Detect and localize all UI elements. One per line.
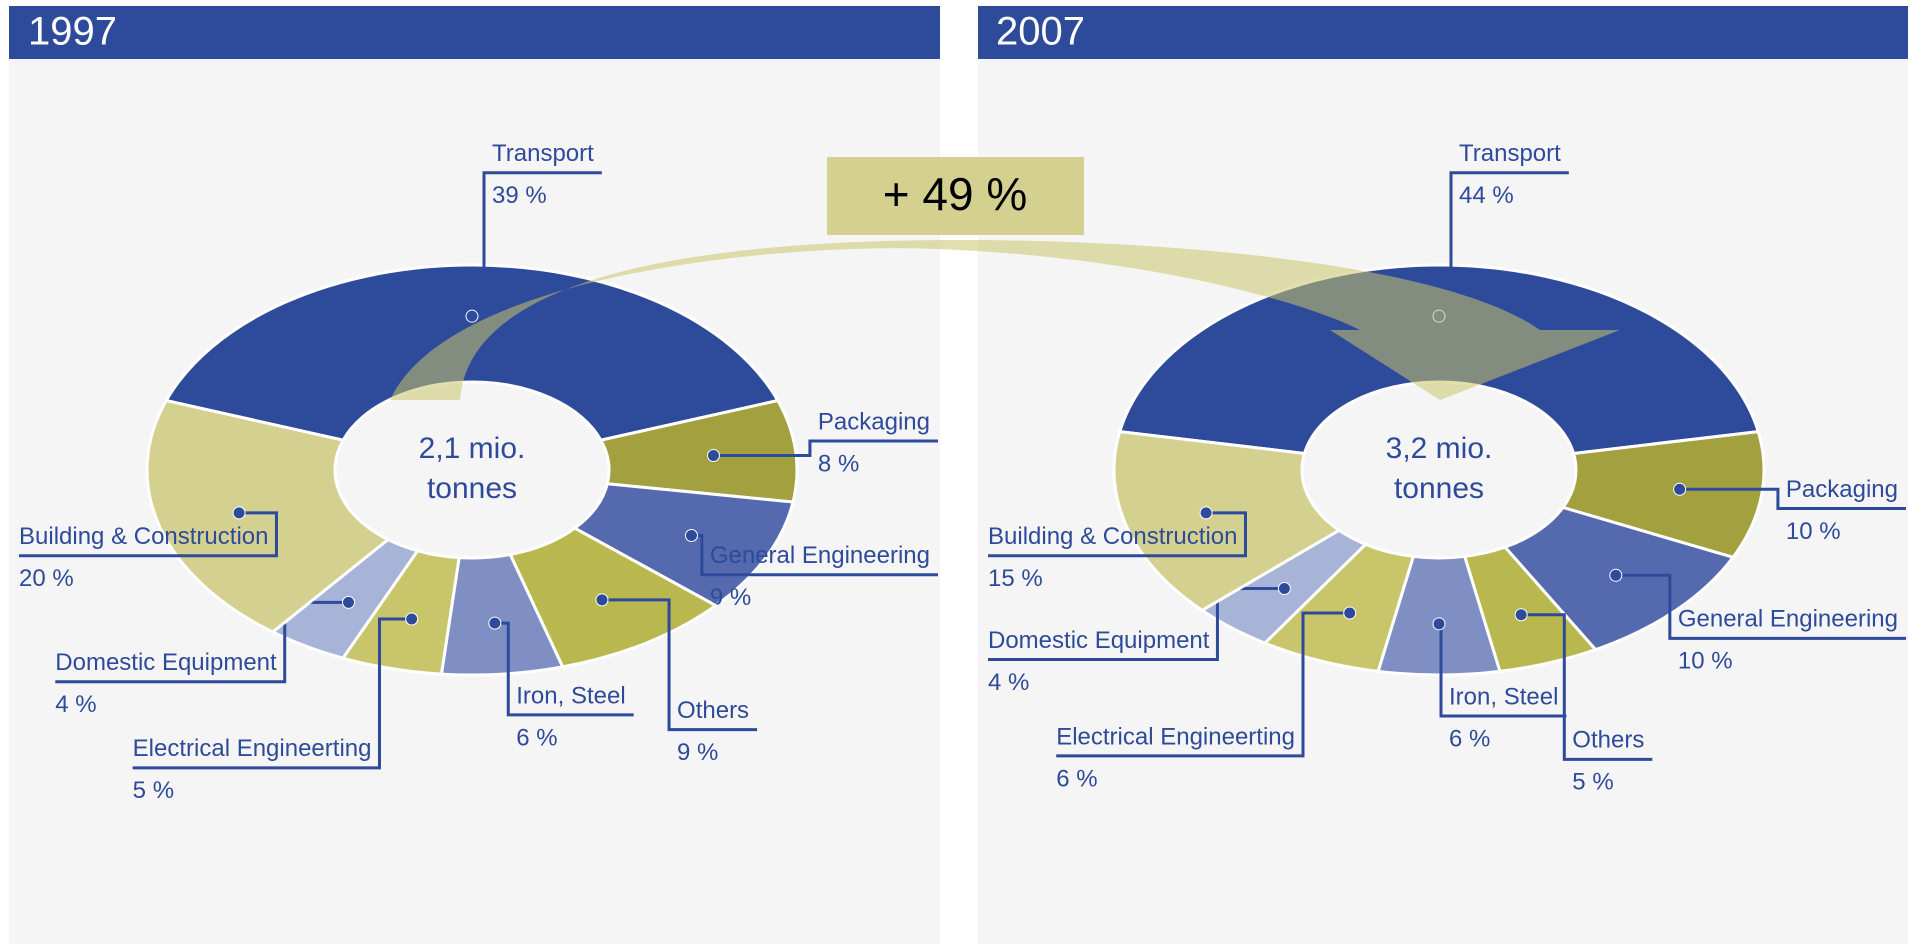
growth-arrow <box>390 240 1620 400</box>
value-label: 20 % <box>19 565 74 592</box>
category-label: General Engineering <box>1678 606 1898 633</box>
annotation: + 49 % <box>883 168 1028 220</box>
value-label: 39 % <box>492 182 547 209</box>
category-label: Iron, Steel <box>516 682 625 709</box>
leader-dot <box>1673 482 1687 496</box>
leader-line <box>132 617 412 770</box>
center-label: 2,1 mio. tonnes <box>419 432 526 505</box>
category-label: Domestic Equipment <box>988 627 1210 654</box>
value-label: 4 % <box>988 669 1029 696</box>
slice <box>508 526 719 669</box>
leader-dot <box>342 595 356 609</box>
slice <box>1560 429 1766 560</box>
category-label: General Engineering <box>710 542 930 569</box>
category-label: Building & Construction <box>19 523 268 550</box>
leader-dot <box>1609 568 1623 582</box>
header-bar <box>9 6 940 59</box>
category-label: Domestic Equipment <box>55 649 277 676</box>
leader-dot <box>706 449 720 463</box>
category-label: Transport <box>1459 140 1561 167</box>
category-label: Iron, Steel <box>1449 683 1558 710</box>
leader-line <box>19 511 278 558</box>
header-bar <box>978 6 1908 59</box>
leader-dot <box>488 616 502 630</box>
leader-dot <box>1514 608 1528 622</box>
leader-line <box>988 587 1285 662</box>
value-label: 5 % <box>133 777 174 804</box>
value-label: 6 % <box>1449 725 1490 752</box>
category-label: Packaging <box>1786 476 1898 503</box>
leader-line <box>601 598 758 732</box>
category-label: Electrical Engineerting <box>133 735 372 762</box>
slice <box>145 398 391 634</box>
value-label: 6 % <box>516 724 557 751</box>
leader-dot <box>1199 506 1213 520</box>
value-label: 44 % <box>1459 182 1514 209</box>
value-label: 5 % <box>1572 769 1613 796</box>
leader-line <box>1679 487 1906 511</box>
value-label: 10 % <box>1678 648 1733 675</box>
value-label: 9 % <box>677 739 718 766</box>
leader-line <box>494 621 634 717</box>
category-label: Electrical Engineerting <box>1056 723 1295 750</box>
slice <box>1112 429 1342 613</box>
category-label: Others <box>677 697 749 724</box>
category-label: Building & Construction <box>988 523 1237 550</box>
value-label: 10 % <box>1786 518 1841 545</box>
annotation-box <box>827 157 1084 235</box>
leader-dot <box>465 309 479 323</box>
leader-line <box>988 511 1247 558</box>
leader-dot <box>1343 606 1357 620</box>
leader-line <box>713 439 938 458</box>
leader-line <box>1056 611 1350 758</box>
category-label: Others <box>1572 727 1644 754</box>
leader-line <box>1615 573 1906 640</box>
value-label: 4 % <box>55 691 96 718</box>
value-label: 6 % <box>1056 765 1097 792</box>
category-label: Packaging <box>818 408 930 435</box>
value-label: 8 % <box>818 450 859 477</box>
value-label: 15 % <box>988 565 1043 592</box>
panel-title: 2007 <box>996 10 1085 54</box>
leader-dot <box>1432 617 1446 631</box>
category-label: Transport <box>492 140 594 167</box>
leader-line <box>1521 613 1653 761</box>
center-label: 3,2 mio. tonnes <box>1386 432 1493 505</box>
leader-dot <box>1277 582 1291 596</box>
leader-dot <box>684 528 698 542</box>
leader-dot <box>405 612 419 626</box>
leader-dot <box>595 593 609 607</box>
panel-title: 1997 <box>28 10 117 54</box>
leader-dot <box>232 506 246 520</box>
leader-line <box>55 600 349 684</box>
